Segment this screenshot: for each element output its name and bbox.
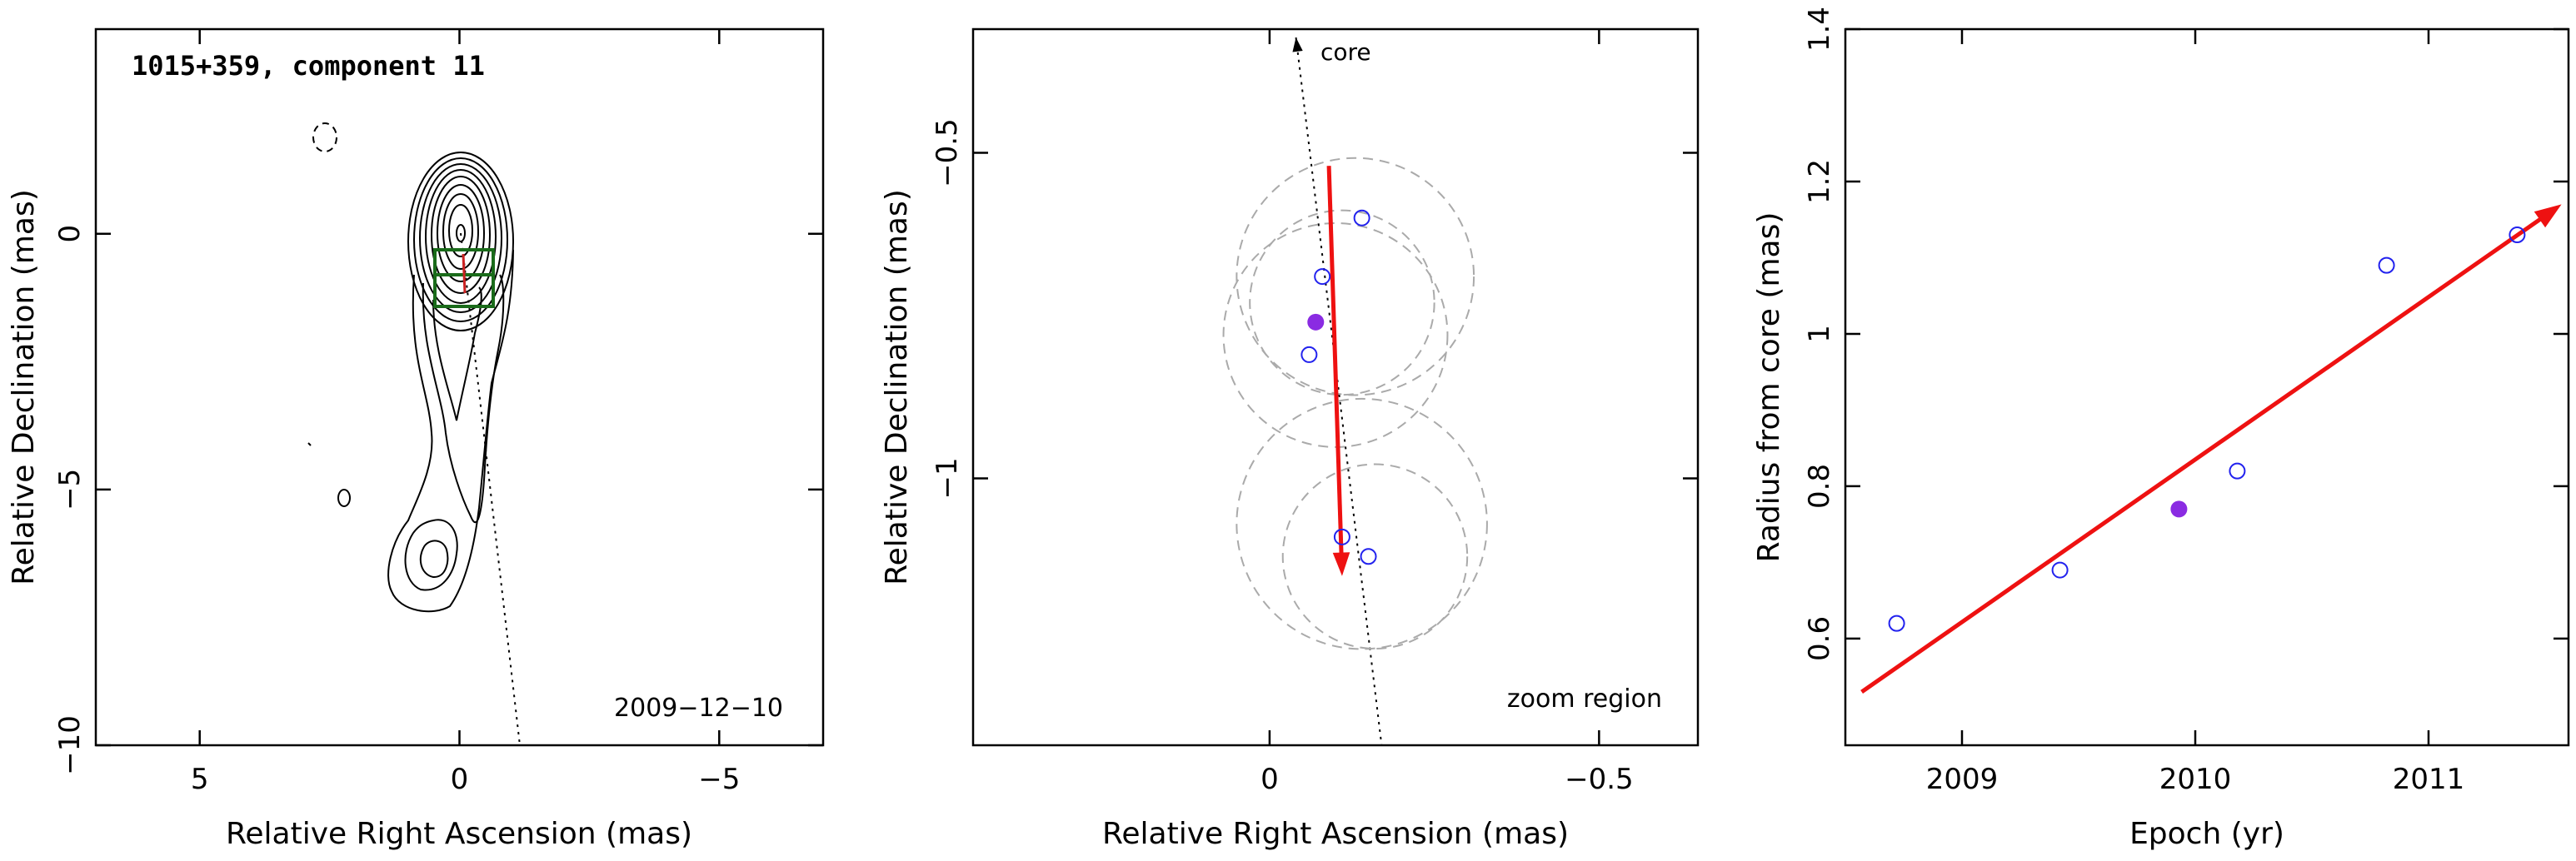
contour-jet-3 <box>432 286 482 421</box>
p3-ylabel: Radius from core (mas) <box>1752 212 1786 563</box>
p1-frame <box>94 27 825 747</box>
p3-open-point <box>2229 462 2246 480</box>
panel-contour-map: 5 0 −5 0 −5 −10 <box>7 27 825 851</box>
contour-jet-2 <box>422 274 505 524</box>
p3-content <box>1860 204 2562 694</box>
p2-component-circle <box>1249 209 1435 396</box>
p2-ytick-label: −1 <box>931 457 964 499</box>
p1-track <box>462 253 467 294</box>
contour-8 <box>448 204 473 257</box>
p2-filled-point <box>1307 313 1325 331</box>
p3-open-point <box>2378 256 2395 274</box>
p3-open-point <box>2051 561 2069 579</box>
p1-ytick-label: −10 <box>53 715 87 775</box>
contour-7 <box>442 193 479 270</box>
contour-jet-4 <box>404 519 458 591</box>
p3-fit-arrow <box>1860 212 2548 694</box>
p2-tick-labels: 0 −0.5 −0.5 −1 <box>931 118 1634 796</box>
contour-jet-1 <box>387 249 514 613</box>
p3-xtick-label: 2010 <box>2159 763 2232 796</box>
panel-zoom-region: 0 −0.5 −0.5 −1 core zoom region Relative Ri… <box>880 27 1700 851</box>
p3-filled-point <box>2170 500 2188 518</box>
contour-1 <box>407 152 514 331</box>
p2-core-annotation: core <box>1320 38 1371 66</box>
p2-motion-arrowhead <box>1332 552 1350 576</box>
p1-date: 2009−12−10 <box>614 694 783 723</box>
contour-jet-5 <box>419 540 449 579</box>
p1-direction-line <box>460 232 521 745</box>
p2-open-point <box>1353 209 1370 226</box>
p3-ytick-label: 0.8 <box>1803 464 1836 509</box>
p2-open-point <box>1300 346 1318 363</box>
p1-contours <box>307 122 521 745</box>
p3-ytick-label: 0.6 <box>1803 616 1836 661</box>
p2-xlabel: Relative Right Ascension (mas) <box>1102 817 1569 851</box>
p1-tick-labels: 5 0 −5 0 −5 −10 <box>53 225 740 796</box>
contour-4 <box>425 169 497 304</box>
contour-5 <box>431 176 491 294</box>
p2-open-point <box>1360 548 1377 565</box>
p2-xtick-label: 0 <box>1261 763 1279 796</box>
p1-xtick-label: 0 <box>451 763 469 796</box>
contour-9 <box>456 224 466 242</box>
p1-ytick-label: −5 <box>53 469 87 510</box>
p3-open-point <box>1888 615 1905 632</box>
p1-xtick-label: −5 <box>698 763 740 796</box>
contour-2 <box>413 157 508 322</box>
p2-component-circle <box>1236 397 1488 650</box>
p3-fit-arrowhead <box>2534 204 2562 228</box>
p3-ytick-label: 1.2 <box>1803 159 1836 204</box>
p3-ytick-label: 1.4 <box>1803 7 1836 52</box>
p2-ylabel: Relative Declination (mas) <box>880 189 914 585</box>
p1-xlabel: Relative Right Ascension (mas) <box>226 817 692 851</box>
contour-blob-2 <box>307 442 312 446</box>
p2-ytick-label: −0.5 <box>931 118 964 187</box>
p3-xtick-label: 2011 <box>2393 763 2465 796</box>
p2-ticks <box>973 29 1698 745</box>
p2-component-circle <box>1222 222 1449 448</box>
p2-core-line <box>1295 37 1383 745</box>
p1-ytick-label: 0 <box>53 225 87 243</box>
contour-3 <box>419 163 502 313</box>
p3-frame <box>1844 27 2570 747</box>
p3-tick-labels: 2009 2010 2011 0.6 0.8 1 1.2 1.4 <box>1803 7 2464 796</box>
p1-title: 1015+359, component 11 <box>132 50 485 82</box>
panel-radius-epoch: 2009 2010 2011 0.6 0.8 1 1.2 1.4 Epoch (yr) Rad… <box>1752 7 2570 851</box>
p2-content <box>1222 37 1488 745</box>
p3-ticks <box>1845 27 2569 745</box>
p2-open-point <box>1314 268 1331 286</box>
p2-open-point <box>1333 528 1350 545</box>
p2-component-circle <box>1281 463 1469 649</box>
p3-xlabel: Epoch (yr) <box>2129 817 2284 851</box>
p2-zoom-annotation: zoom region <box>1507 684 1662 714</box>
contour-blob-1 <box>337 489 351 507</box>
p2-motion-arrow <box>1326 166 1344 560</box>
contour-negative <box>312 122 337 152</box>
p1-xtick-label: 5 <box>191 763 209 796</box>
p1-ticks <box>96 29 823 747</box>
p3-open-point <box>2509 226 2526 244</box>
p3-ytick-label: 1 <box>1803 325 1836 343</box>
contour-6 <box>437 184 485 282</box>
p2-frame <box>971 27 1700 747</box>
p2-core-arrowhead <box>1292 37 1303 52</box>
p1-ylabel: Relative Declination (mas) <box>7 189 41 585</box>
p2-xtick-label: −0.5 <box>1565 763 1634 796</box>
p2-component-circle <box>1236 157 1475 396</box>
p3-xtick-label: 2009 <box>1926 763 1999 796</box>
